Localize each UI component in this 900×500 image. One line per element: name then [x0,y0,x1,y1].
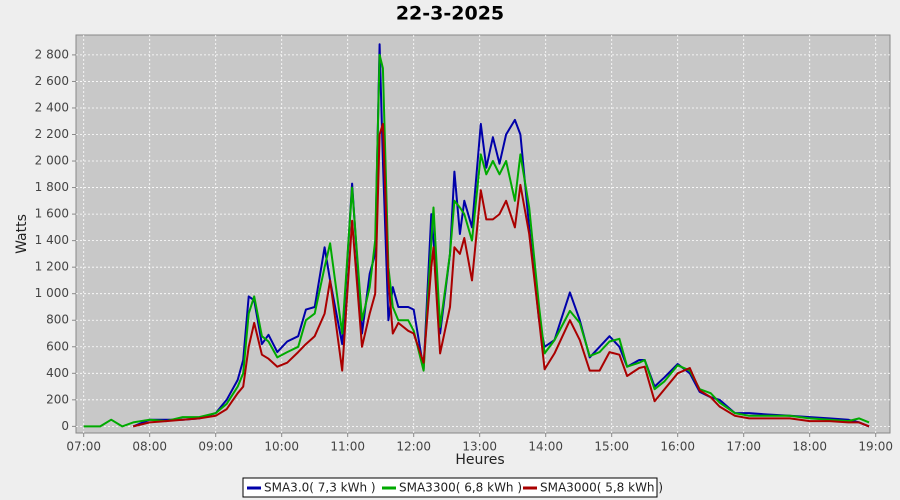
y-tick-label: 1 800 [35,180,69,194]
y-tick-label: 2 000 [35,154,69,168]
x-tick-label: 11:00 [330,440,365,454]
x-tick-label: 07:00 [66,440,101,454]
x-tick-label: 08:00 [132,440,167,454]
legend-label: SMA3.0( 7,3 kWh ) [264,481,376,495]
x-tick-label: 17:00 [726,440,761,454]
y-tick-label: 2 400 [35,100,69,114]
y-tick-label: 2 600 [35,74,69,88]
y-tick-label: 1 400 [35,233,69,247]
y-tick-label: 400 [46,366,69,380]
x-tick-label: 18:00 [792,440,827,454]
y-tick-label: 200 [46,392,69,406]
y-axis-label: Watts [14,214,30,254]
x-tick-label: 14:00 [528,440,563,454]
x-tick-label: 09:00 [198,440,233,454]
y-tick-label: 1 000 [35,286,69,300]
x-tick-label: 13:00 [462,440,497,454]
y-tick-label: 600 [46,339,69,353]
chart-title: 22-3-2025 [396,3,504,25]
y-tick-label: 1 600 [35,207,69,221]
series-line [83,53,870,428]
x-axis-label: Heures [455,452,504,468]
x-tick-label: 10:00 [264,440,299,454]
x-tick-label: 15:00 [594,440,629,454]
series-line [132,122,870,428]
legend-box [242,477,658,498]
x-tick-label: 12:00 [396,440,431,454]
legend-label: SMA3300( 6,8 kWh ) [399,481,522,495]
y-tick-label: 800 [46,313,69,327]
y-tick-label: 2 800 [35,47,69,61]
y-tick-label: 1 200 [35,260,69,274]
y-tick-label: 0 [61,419,69,433]
plot-area [75,34,891,434]
x-tick-label: 19:00 [858,440,893,454]
legend-label: SMA3000( 5,8 kWh ) [540,481,663,495]
y-tick-label: 2 200 [35,127,69,141]
x-tick-label: 16:00 [660,440,695,454]
